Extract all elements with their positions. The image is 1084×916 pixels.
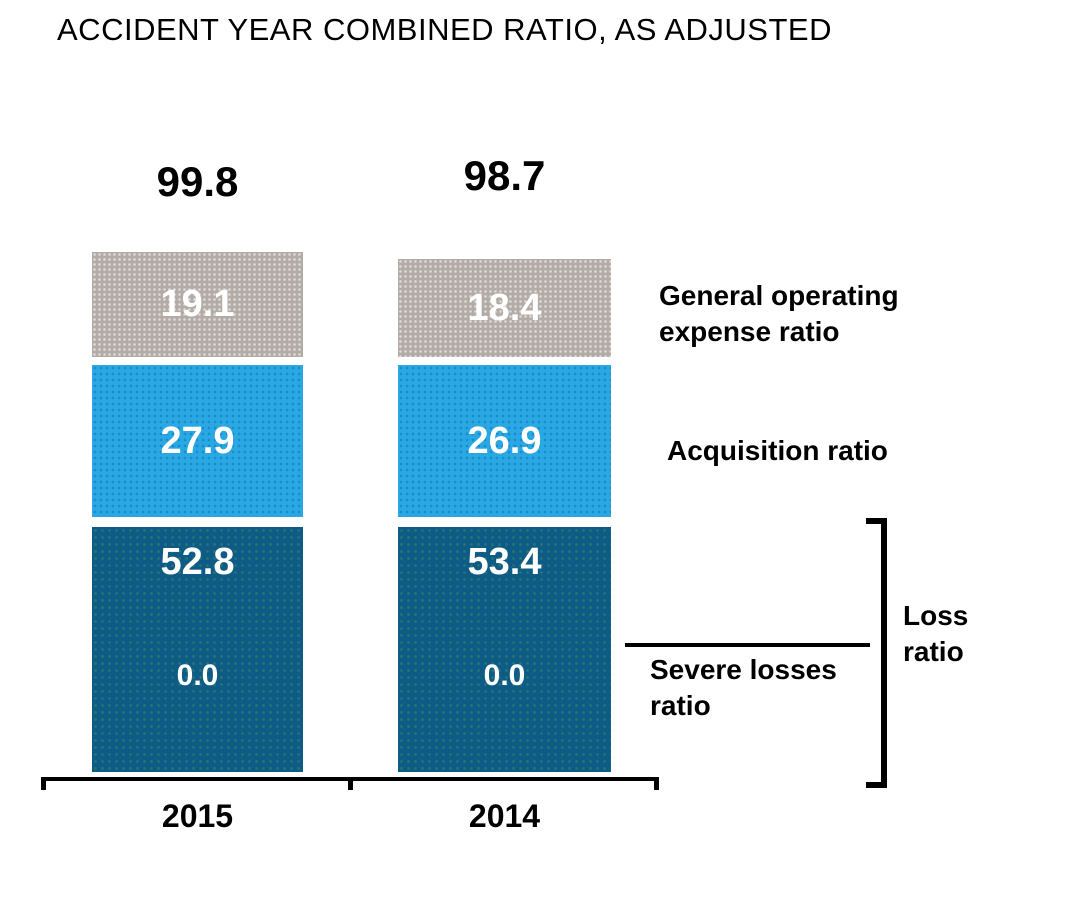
x-axis-tick-left [41,777,46,790]
label-acquisition-ratio: Acquisition ratio [667,435,888,466]
label-severe-losses-ratio: Severe losses ratio [650,654,837,721]
segment-loss-ratio-2014: 53.4 0.0 [398,527,611,772]
severe-losses-value-2015: 0.0 [176,659,219,692]
total-label-2014: 98.7 [463,152,546,199]
segment-general-operating-2014: 18.4 [398,259,611,357]
x-tick-label-2015: 2015 [161,798,234,834]
segment-value: 53.4 [467,541,542,583]
label-loss-ratio: Loss ratio [903,600,969,667]
segment-value: 52.8 [160,541,235,583]
severe-losses-separator-line [625,643,870,647]
total-label-2015: 99.8 [156,158,239,205]
segment-value: 19.1 [160,283,235,325]
segment-general-operating-2015: 19.1 [92,252,303,357]
chart-title: ACCIDENT YEAR COMBINED RATIO, AS ADJUSTE… [57,12,832,47]
loss-ratio-bracket [866,518,887,788]
label-general-operating-expense-ratio: General operating expense ratio [659,280,899,347]
segment-value: 27.9 [160,419,235,462]
x-tick-label-2014: 2014 [468,798,541,834]
segment-acquisition-2015: 27.9 [92,365,303,517]
x-axis-tick-right [654,777,659,790]
severe-losses-value-2014: 0.0 [483,659,526,692]
segment-value: 18.4 [467,286,542,329]
segment-value: 26.9 [467,419,542,462]
segment-acquisition-2014: 26.9 [398,365,611,517]
segment-loss-ratio-2015: 52.8 0.0 [92,527,303,772]
x-axis-tick-middle [348,777,353,790]
